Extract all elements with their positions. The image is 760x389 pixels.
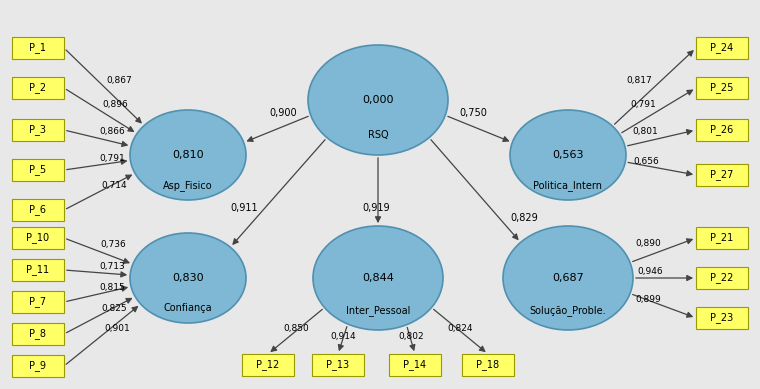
Text: 0,830: 0,830 [173, 273, 204, 283]
FancyBboxPatch shape [696, 227, 748, 249]
FancyBboxPatch shape [12, 259, 64, 281]
Text: 0,900: 0,900 [269, 108, 297, 118]
FancyBboxPatch shape [12, 119, 64, 141]
FancyBboxPatch shape [462, 354, 514, 376]
Text: Asp_Fisico: Asp_Fisico [163, 180, 213, 191]
Text: P_7: P_7 [30, 296, 46, 307]
FancyBboxPatch shape [12, 159, 64, 181]
Text: P_3: P_3 [30, 124, 46, 135]
Text: Inter_Pessoal: Inter_Pessoal [346, 305, 410, 316]
Text: 0,946: 0,946 [637, 267, 663, 276]
Ellipse shape [313, 226, 443, 330]
FancyBboxPatch shape [12, 77, 64, 99]
Text: P_9: P_9 [30, 361, 46, 371]
Text: P_25: P_25 [711, 82, 733, 93]
Text: 0,914: 0,914 [330, 332, 356, 341]
Text: 0,791: 0,791 [630, 100, 656, 109]
FancyBboxPatch shape [12, 37, 64, 59]
Text: Confiança: Confiança [163, 303, 212, 313]
FancyBboxPatch shape [696, 164, 748, 186]
Text: 0,817: 0,817 [626, 76, 652, 85]
FancyBboxPatch shape [389, 354, 441, 376]
Text: Politica_Intern: Politica_Intern [534, 180, 603, 191]
Text: 0,901: 0,901 [104, 324, 130, 333]
Text: RSQ: RSQ [368, 130, 388, 140]
Text: 0,815: 0,815 [100, 283, 125, 292]
Text: P_18: P_18 [477, 359, 499, 370]
FancyBboxPatch shape [12, 291, 64, 313]
FancyBboxPatch shape [696, 307, 748, 329]
Ellipse shape [510, 110, 626, 200]
Text: P_23: P_23 [711, 312, 733, 323]
Text: P_2: P_2 [30, 82, 46, 93]
Text: P_6: P_6 [30, 205, 46, 216]
Text: 0,824: 0,824 [447, 324, 473, 333]
Text: 0,802: 0,802 [398, 332, 423, 342]
Text: P_21: P_21 [711, 233, 733, 244]
FancyBboxPatch shape [696, 267, 748, 289]
Text: 0,714: 0,714 [102, 180, 127, 189]
Text: 0,713: 0,713 [99, 261, 125, 271]
Text: 0,919: 0,919 [363, 203, 390, 213]
Text: P_27: P_27 [711, 170, 733, 180]
Text: P_13: P_13 [327, 359, 350, 370]
Text: 0,866: 0,866 [100, 127, 125, 136]
Ellipse shape [503, 226, 633, 330]
Ellipse shape [130, 233, 246, 323]
Text: 0,867: 0,867 [106, 76, 131, 85]
Text: P_14: P_14 [404, 359, 426, 370]
Text: 0,750: 0,750 [459, 108, 487, 118]
Text: 0,791: 0,791 [100, 154, 125, 163]
Text: P_10: P_10 [27, 233, 49, 244]
Text: P_1: P_1 [30, 42, 46, 53]
Text: P_22: P_22 [711, 273, 733, 284]
Text: Solução_Proble.: Solução_Proble. [530, 305, 606, 316]
Text: 0,656: 0,656 [633, 158, 659, 166]
Text: 0,563: 0,563 [553, 150, 584, 160]
Text: 0,810: 0,810 [173, 150, 204, 160]
Text: P_8: P_8 [30, 329, 46, 340]
FancyBboxPatch shape [12, 227, 64, 249]
Text: 0,801: 0,801 [633, 127, 658, 136]
Text: 0,899: 0,899 [635, 295, 661, 304]
Text: P_5: P_5 [30, 165, 46, 175]
Text: 0,000: 0,000 [363, 95, 394, 105]
FancyBboxPatch shape [312, 354, 364, 376]
Text: 0,896: 0,896 [103, 100, 128, 109]
Text: 0,687: 0,687 [552, 273, 584, 283]
Ellipse shape [130, 110, 246, 200]
FancyBboxPatch shape [696, 119, 748, 141]
Text: P_11: P_11 [27, 265, 49, 275]
FancyBboxPatch shape [12, 199, 64, 221]
Text: 0,844: 0,844 [362, 273, 394, 283]
Text: 0,825: 0,825 [102, 304, 127, 313]
Text: 0,829: 0,829 [510, 213, 538, 223]
FancyBboxPatch shape [696, 77, 748, 99]
FancyBboxPatch shape [12, 323, 64, 345]
FancyBboxPatch shape [242, 354, 294, 376]
Text: 0,911: 0,911 [230, 203, 258, 213]
FancyBboxPatch shape [12, 355, 64, 377]
Text: P_12: P_12 [256, 359, 280, 370]
Text: 0,850: 0,850 [283, 324, 309, 333]
Text: P_24: P_24 [711, 42, 733, 53]
FancyBboxPatch shape [696, 37, 748, 59]
Text: P_26: P_26 [711, 124, 733, 135]
Text: 0,890: 0,890 [635, 239, 661, 248]
Ellipse shape [308, 45, 448, 155]
Text: 0,736: 0,736 [100, 240, 126, 249]
